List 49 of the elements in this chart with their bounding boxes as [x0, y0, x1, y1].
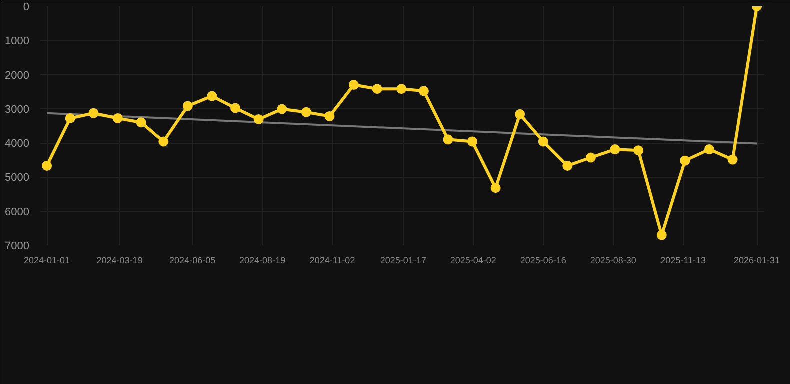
point [467, 136, 478, 147]
point [418, 86, 429, 96]
point [586, 152, 596, 163]
x-tick-label: 2025-04-02 [450, 256, 496, 266]
x-tick-label: 2026-01-31 [734, 256, 780, 266]
point [372, 84, 382, 94]
point [396, 84, 407, 94]
x-tick-label: 2025-06-16 [520, 256, 566, 266]
point [65, 113, 76, 124]
y-tick-label: 0 [23, 2, 30, 14]
point [254, 114, 264, 125]
x-tick-label: 2024-08-19 [240, 256, 286, 266]
point [490, 183, 501, 194]
x-tick-label: 2024-06-05 [170, 256, 216, 266]
point [158, 136, 169, 147]
point [42, 160, 52, 171]
point [443, 134, 454, 145]
point [728, 154, 738, 165]
y-tick-label: 3000 [5, 104, 30, 116]
point [112, 113, 123, 124]
point [277, 104, 288, 114]
point [610, 144, 620, 155]
point [680, 156, 690, 166]
point [634, 146, 644, 156]
y-tick-label: 4000 [5, 138, 30, 150]
point [230, 103, 240, 114]
x-tick-label: 2024-03-19 [96, 256, 143, 266]
point [562, 160, 573, 171]
x-tick-label: 2024-01-01 [24, 256, 70, 266]
point [704, 144, 714, 155]
point [324, 111, 335, 122]
point [207, 91, 218, 102]
y-tick-label: 6000 [5, 206, 30, 218]
y-tick-label: 7000 [5, 240, 30, 252]
point [538, 136, 548, 147]
x-tick-label: 2025-11-13 [660, 256, 706, 266]
point [301, 107, 312, 118]
x-tick-label: 2025-01-17 [380, 256, 426, 266]
point [88, 108, 99, 118]
point [348, 80, 359, 90]
point [656, 230, 667, 240]
point [515, 109, 526, 120]
x-tick-label: 2025-08-30 [590, 256, 636, 266]
y-tick-label: 5000 [5, 172, 30, 184]
x-tick-label: 2024-11-02 [310, 256, 356, 266]
point [182, 101, 193, 112]
y-tick-label: 2000 [5, 70, 30, 82]
point [136, 118, 146, 128]
y-tick-label: 1000 [5, 36, 30, 48]
